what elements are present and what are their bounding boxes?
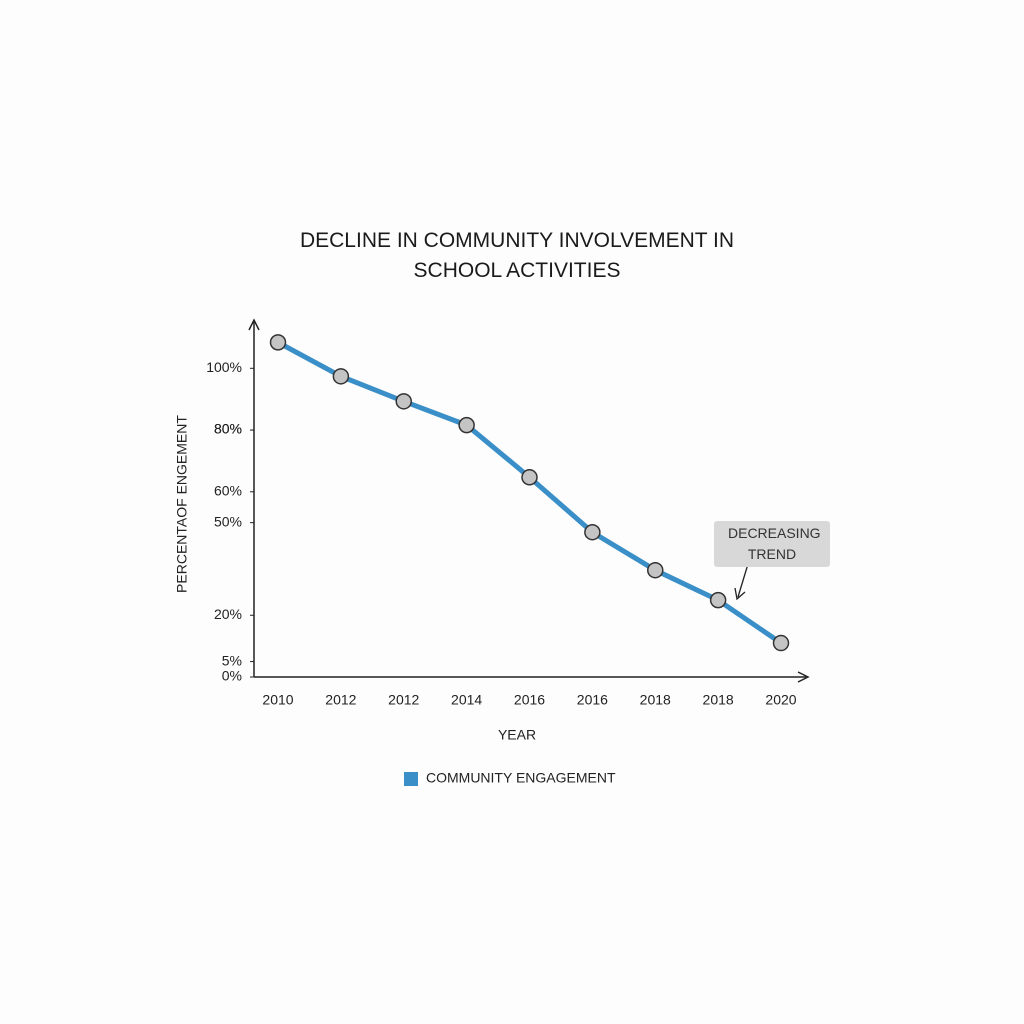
x-tick-label: 2018 bbox=[640, 692, 671, 708]
data-point bbox=[709, 591, 727, 609]
data-point bbox=[521, 469, 538, 486]
y-tick-label: 80% bbox=[214, 421, 242, 437]
y-tick-label: 50% bbox=[214, 513, 242, 529]
data-line bbox=[276, 340, 783, 646]
y-tick-label: 100% bbox=[206, 359, 242, 375]
y-tick-label: 5% bbox=[222, 652, 242, 668]
legend-label: COMMUNITY ENGAGEMENT bbox=[426, 770, 616, 786]
data-point bbox=[772, 634, 790, 652]
y-tick-label: 60% bbox=[214, 482, 242, 498]
annotation-arrowhead bbox=[734, 587, 746, 601]
x-tick-label: 2014 bbox=[451, 692, 482, 708]
x-tick-label: 2012 bbox=[325, 692, 356, 708]
y-axis-arrow bbox=[248, 318, 260, 331]
x-tick-label: 2016 bbox=[514, 692, 545, 708]
x-axis-label: YEAR bbox=[498, 727, 536, 743]
y-axis-label: PERCENTAOF ENGEMENT bbox=[174, 415, 190, 593]
x-tick-label: 2020 bbox=[765, 692, 796, 708]
data-point bbox=[395, 393, 412, 410]
x-tick-label: 2010 bbox=[262, 692, 293, 708]
data-point bbox=[332, 368, 350, 385]
x-tick-label: 2012 bbox=[388, 692, 419, 708]
x-tick-label: 2016 bbox=[577, 692, 608, 708]
data-point bbox=[647, 561, 664, 579]
data-point bbox=[269, 334, 287, 351]
x-axis-arrow bbox=[797, 671, 810, 683]
annotation: DECREASING TREND bbox=[714, 521, 830, 567]
data-point bbox=[584, 523, 601, 541]
y-tick-label: 0% bbox=[222, 668, 242, 684]
y-tick-label: 80% bbox=[214, 421, 242, 437]
x-tick-label: 2018 bbox=[703, 692, 734, 708]
legend-swatch bbox=[404, 772, 418, 786]
y-tick-label: 20% bbox=[214, 606, 242, 622]
data-point bbox=[458, 416, 475, 434]
chart-title: DECLINE IN COMMUNITY INVOLVEMENT IN SCHO… bbox=[299, 229, 735, 282]
